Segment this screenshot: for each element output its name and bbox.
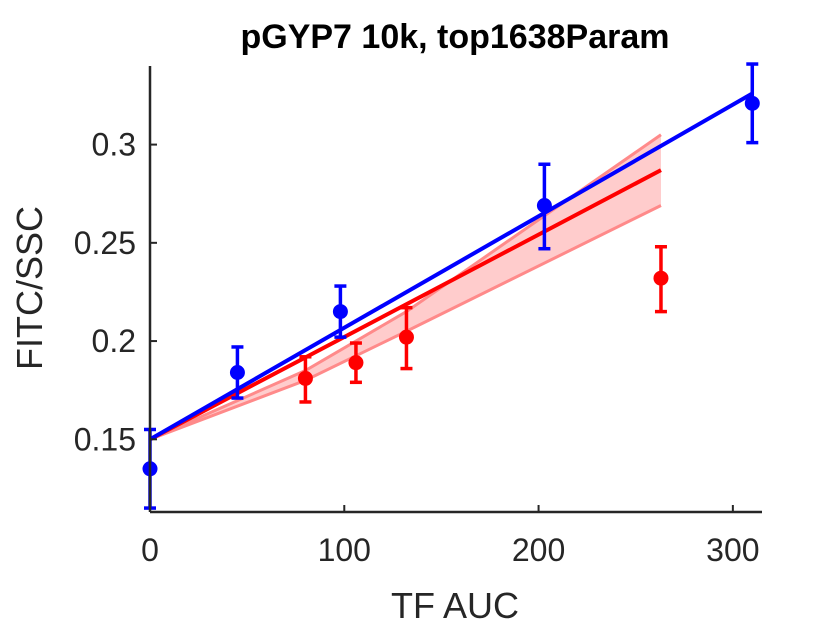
data-point xyxy=(744,95,760,111)
x-tick-label: 300 xyxy=(706,532,759,568)
x-tick-label: 200 xyxy=(512,532,565,568)
data-point xyxy=(398,329,414,345)
y-ticks: 0.15 0.2 0.25 0.3 xyxy=(74,127,157,457)
y-axis-label: FITC/SSC xyxy=(9,206,50,370)
data-point xyxy=(348,355,364,371)
x-axis-label: TF AUC xyxy=(391,585,519,626)
x-tick-label: 100 xyxy=(318,532,371,568)
plot-area xyxy=(142,62,760,510)
y-tick-label: 0.2 xyxy=(92,323,136,359)
y-tick-label: 0.25 xyxy=(74,225,136,261)
y-tick-label: 0.3 xyxy=(92,127,136,163)
data-point xyxy=(653,270,669,286)
data-point xyxy=(536,197,552,213)
y-tick-label: 0.15 xyxy=(74,421,136,457)
data-point xyxy=(229,365,245,381)
fit-line xyxy=(149,168,662,442)
fit-line xyxy=(149,91,754,442)
x-tick-label: 0 xyxy=(141,532,159,568)
data-point xyxy=(297,370,313,386)
chart-title: pGYP7 10k, top1638Param xyxy=(240,18,669,56)
x-ticks: 0 100 200 300 xyxy=(141,505,760,568)
band-upper-line xyxy=(149,133,662,441)
data-point xyxy=(332,304,348,320)
